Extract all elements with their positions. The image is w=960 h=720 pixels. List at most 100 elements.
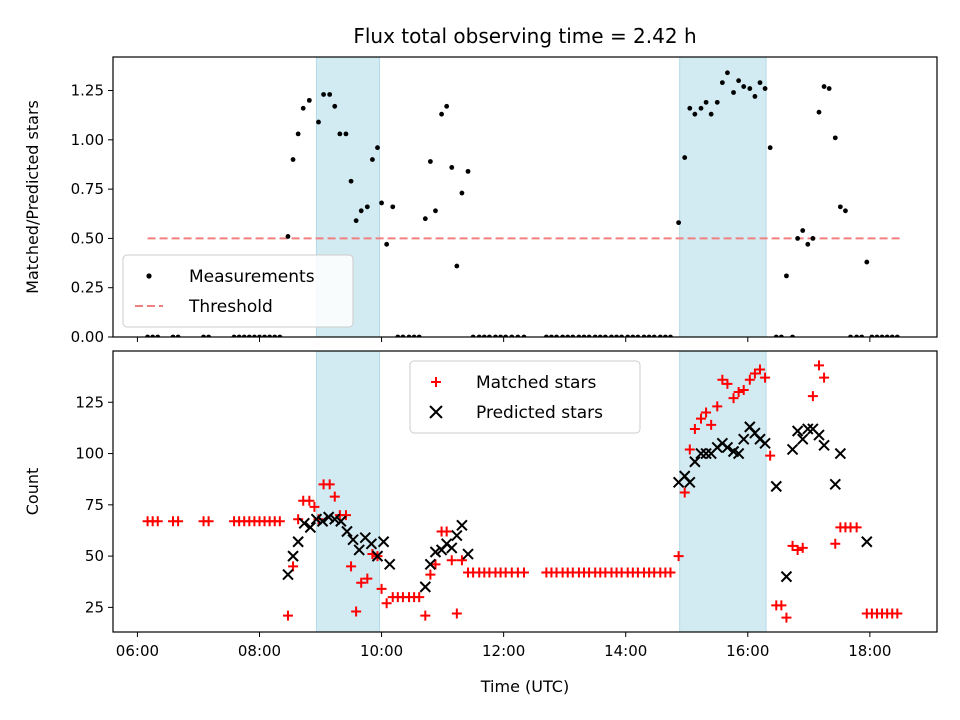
- data-point: [310, 513, 323, 525]
- y-tick-label: 0.50: [71, 229, 104, 247]
- data-point: [427, 159, 433, 164]
- legend-marker: [429, 405, 443, 419]
- data-point: [864, 259, 870, 265]
- data-point: [292, 536, 304, 548]
- data-point: [329, 513, 341, 525]
- data-point: [687, 105, 693, 111]
- x-tick-label: 16:00: [726, 642, 769, 660]
- data-point: [316, 119, 321, 125]
- data-point: [819, 372, 830, 383]
- data-point: [441, 526, 452, 537]
- data-point: [684, 444, 695, 455]
- data-point: [689, 456, 701, 468]
- top-chart: 0.00 0.25 0.50 0.75 1.00 1.25 Matched/Predicte…: [23, 56, 938, 346]
- data-point: [692, 111, 698, 117]
- data-point: [456, 555, 467, 566]
- data-point: [786, 443, 799, 456]
- y-tick-label: 50: [85, 547, 104, 565]
- data-point: [682, 155, 688, 160]
- data-point: [377, 536, 390, 548]
- data-point: [346, 561, 357, 572]
- data-point: [679, 487, 690, 498]
- legend: Matched stars Predicted stars: [409, 360, 641, 434]
- data-point: [776, 600, 787, 611]
- data-point: [351, 606, 362, 617]
- data-point: [419, 581, 432, 593]
- y-tick-label: 0.25: [71, 279, 104, 297]
- data-point: [341, 525, 353, 538]
- data-point: [375, 145, 380, 151]
- data-point: [370, 157, 375, 162]
- data-point: [287, 550, 299, 562]
- data-point: [152, 516, 163, 527]
- data-point: [353, 544, 365, 556]
- data-point: [722, 378, 733, 389]
- legend-label: Measurements: [189, 267, 315, 287]
- data-point: [465, 168, 471, 174]
- data-point: [300, 105, 306, 111]
- observing-window-2: [679, 350, 767, 633]
- data-point: [451, 608, 462, 619]
- data-point: [795, 236, 801, 241]
- data-point: [719, 80, 725, 86]
- data-point: [322, 511, 335, 523]
- x-tick-label: 18:00: [848, 642, 891, 660]
- data-point: [706, 419, 717, 430]
- data-point: [792, 544, 803, 555]
- data-point: [430, 559, 441, 570]
- data-point: [429, 546, 442, 558]
- data-point: [749, 368, 760, 379]
- data-point: [316, 515, 329, 527]
- data-point: [738, 433, 750, 445]
- data-point: [173, 516, 184, 527]
- x-tick-label: 14:00: [604, 642, 647, 660]
- data-point: [451, 529, 463, 542]
- data-point: [298, 517, 310, 529]
- data-point: [700, 447, 712, 460]
- data-point: [787, 540, 798, 551]
- plot-frame: [112, 56, 938, 338]
- observing-window-1: [315, 350, 381, 633]
- data-point: [290, 157, 296, 162]
- y-tick-label: 25: [85, 598, 104, 616]
- data-point: [420, 610, 431, 621]
- data-point: [444, 103, 450, 109]
- data-point: [425, 569, 436, 580]
- data-point: [892, 608, 903, 619]
- data-point: [832, 135, 838, 141]
- data-point: [282, 610, 293, 621]
- data-point: [518, 567, 529, 578]
- data-point: [797, 433, 809, 445]
- data-point: [422, 216, 428, 222]
- data-point: [708, 111, 714, 117]
- data-point: [810, 236, 816, 241]
- data-point: [684, 476, 696, 488]
- data-point: [861, 536, 873, 548]
- data-point: [703, 99, 709, 105]
- data-point: [454, 263, 460, 269]
- data-point: [760, 372, 771, 383]
- data-point: [837, 204, 843, 210]
- data-point: [695, 447, 707, 460]
- data-point: [741, 84, 747, 89]
- data-point: [767, 145, 773, 151]
- data-point: [364, 204, 370, 210]
- data-point: [802, 423, 814, 435]
- data-point: [383, 558, 396, 571]
- data-point: [733, 387, 744, 398]
- data-point: [337, 131, 343, 137]
- data-point: [714, 99, 720, 105]
- data-point: [304, 495, 315, 506]
- legend-box: [409, 360, 641, 434]
- data-point: [780, 570, 793, 583]
- data-point: [826, 86, 832, 91]
- data-point: [376, 583, 387, 594]
- y-tick-label: 75: [85, 496, 104, 514]
- data-point: [424, 558, 437, 571]
- data-point: [759, 437, 771, 450]
- data-point: [446, 555, 457, 566]
- data-point: [324, 479, 335, 490]
- data-point: [744, 374, 755, 385]
- legend: Measurements Threshold: [122, 254, 354, 328]
